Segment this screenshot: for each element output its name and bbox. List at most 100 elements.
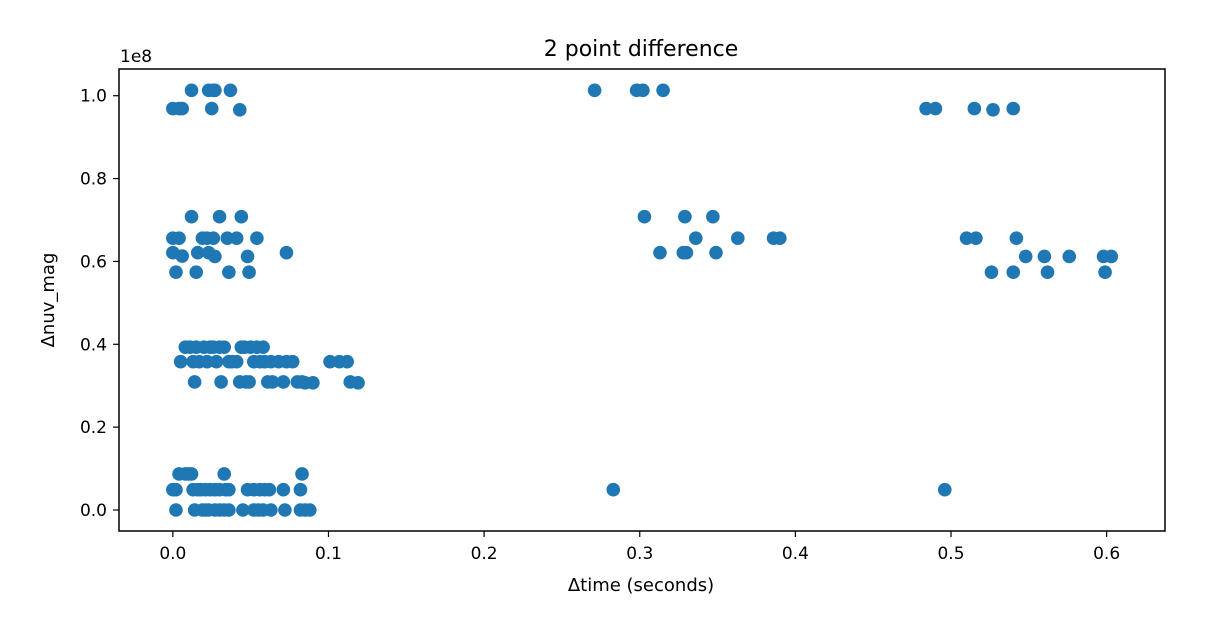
scatter-point <box>1037 249 1052 264</box>
scatter-point <box>323 354 337 369</box>
scatter-point <box>229 231 244 246</box>
x-tick-label: 0.3 <box>626 544 653 564</box>
scatter-point <box>264 503 278 517</box>
scatter-point <box>212 209 227 224</box>
scatter-point <box>256 340 270 354</box>
scatter-point <box>279 245 294 260</box>
y-tick-label: 0.2 <box>80 418 107 438</box>
scatter-point <box>278 503 292 517</box>
scatter-point <box>169 482 183 497</box>
scatter-point <box>1098 265 1112 280</box>
scatter-point <box>184 83 199 98</box>
scatter-point <box>175 249 189 263</box>
scatter-point <box>706 209 720 224</box>
scatter-point <box>295 467 309 481</box>
scatter-point <box>656 83 670 98</box>
scatter-point <box>986 103 1000 117</box>
scatter-point <box>730 231 745 246</box>
scatter-point <box>222 503 236 517</box>
scatter-point <box>1009 231 1024 246</box>
scatter-point <box>285 354 300 369</box>
scatter-point <box>928 101 943 116</box>
scatter-point <box>679 245 694 260</box>
scatter-point <box>637 209 652 224</box>
y-tick-label: 0.0 <box>80 501 107 521</box>
scatter-point <box>223 83 238 98</box>
scatter-point <box>217 467 232 481</box>
scatter-point <box>169 265 183 280</box>
x-tick-label: 0.4 <box>782 544 809 564</box>
scatter-point <box>967 101 982 116</box>
scatter-point <box>306 376 320 390</box>
scatter-point <box>222 482 236 497</box>
scatter-point <box>173 354 188 369</box>
scatter-point <box>189 265 203 280</box>
x-tick-label: 0.1 <box>315 544 342 564</box>
scatter-point <box>1006 101 1021 116</box>
scatter-point <box>636 83 650 98</box>
scatter-point <box>209 354 224 369</box>
x-axis: 0.0 0.1 0.2 0.3 0.4 0.5 0.6 <box>159 531 1120 564</box>
scatter-point <box>653 245 667 260</box>
x-tick-label: 0.0 <box>159 544 186 564</box>
scatter-point <box>169 503 183 517</box>
x-tick-label: 0.6 <box>1093 544 1120 564</box>
chart-title: 2 point difference <box>544 37 739 62</box>
scatter-point <box>1006 265 1021 280</box>
scatter-point <box>217 340 232 354</box>
scatter-point <box>175 101 189 116</box>
plot-area <box>166 83 1119 517</box>
scatter-point <box>1062 249 1077 264</box>
scatter-point <box>276 375 291 389</box>
scatter-point <box>773 231 787 246</box>
scatter-point <box>351 376 365 390</box>
scatter-point <box>937 482 952 497</box>
scatter-point <box>242 375 256 389</box>
scatter-point <box>340 354 354 369</box>
scatter-point <box>184 467 199 481</box>
scatter-point <box>206 231 221 246</box>
scatter-point <box>172 231 186 246</box>
scatter-point <box>240 249 255 264</box>
axes-frame <box>118 68 1166 532</box>
scatter-point <box>220 231 235 246</box>
scatter-point <box>1040 265 1055 280</box>
scatter-point <box>678 209 692 224</box>
scatter-point <box>234 209 249 224</box>
scatter-point <box>232 103 247 117</box>
scatter-point <box>688 231 703 246</box>
scatter-point <box>606 482 621 497</box>
scatter-point <box>1018 249 1033 264</box>
scatter-point <box>222 265 236 280</box>
scatter-point <box>262 482 277 497</box>
scatter-point <box>919 101 933 116</box>
y-tick-label: 0.6 <box>80 252 107 272</box>
y-tick-label: 1.0 <box>80 87 107 107</box>
y-tick-label: 0.8 <box>80 170 107 190</box>
scatter-point <box>250 231 264 246</box>
scatter-point <box>190 245 205 260</box>
x-axis-label: Δtime (seconds) <box>568 575 714 596</box>
scatter-point <box>984 265 999 280</box>
scatter-point <box>587 83 602 98</box>
scatter-point <box>200 354 214 369</box>
scatter-point <box>208 83 222 98</box>
scatter-point <box>1104 249 1119 264</box>
y-axis: 0.0 0.2 0.4 0.6 0.8 1.0 <box>80 87 119 521</box>
scatter-point <box>208 249 222 264</box>
x-tick-label: 0.5 <box>937 544 964 564</box>
scatter-point <box>969 231 983 246</box>
y-axis-label: Δnuv_mag <box>38 253 59 348</box>
scatter-point <box>303 503 317 517</box>
scatter-point <box>293 482 308 497</box>
scatter-point <box>236 503 250 517</box>
scatter-point <box>276 482 291 497</box>
scatter-point <box>229 354 244 369</box>
scatter-point <box>184 209 199 224</box>
scatter-point <box>204 101 219 116</box>
scatter-point <box>214 375 228 389</box>
y-tick-label: 0.4 <box>80 335 107 355</box>
y-axis-offset-label: 1e8 <box>120 47 152 67</box>
